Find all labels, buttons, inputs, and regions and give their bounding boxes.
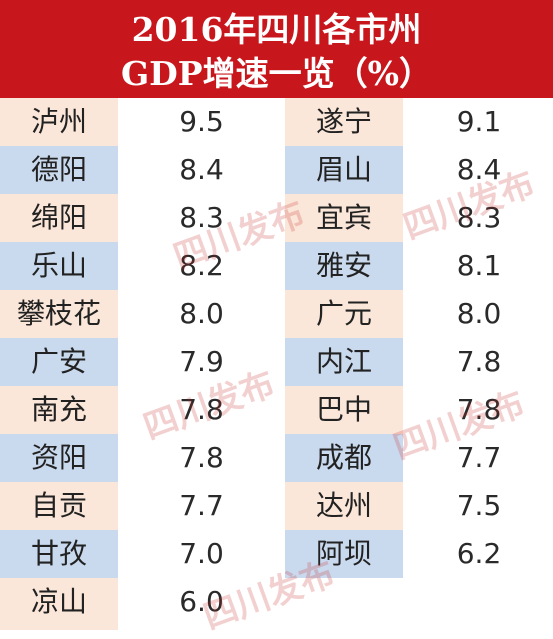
table-row: 自贡 7.7 达州 7.5 bbox=[0, 482, 553, 530]
growth-value: 8.2 bbox=[120, 242, 283, 290]
city-name: 广元 bbox=[285, 290, 403, 338]
growth-value: 7.0 bbox=[120, 530, 283, 578]
city-name: 凉山 bbox=[0, 578, 118, 630]
growth-value: 8.1 bbox=[405, 242, 553, 290]
city-name: 自贡 bbox=[0, 482, 118, 530]
city-name: 资阳 bbox=[0, 434, 118, 482]
table-row: 凉山 6.0 bbox=[0, 578, 553, 630]
page-subtitle: GDP增速一览（%） bbox=[121, 54, 432, 93]
growth-value-empty bbox=[405, 578, 553, 630]
table-row: 泸州 9.5 遂宁 9.1 bbox=[0, 98, 553, 146]
city-name-empty bbox=[285, 578, 403, 630]
city-name: 泸州 bbox=[0, 98, 118, 146]
table-row: 绵阳 8.3 宜宾 8.3 bbox=[0, 194, 553, 242]
growth-value: 8.4 bbox=[405, 146, 553, 194]
table-row: 南充 7.8 巴中 7.8 bbox=[0, 386, 553, 434]
city-name: 达州 bbox=[285, 482, 403, 530]
growth-value: 7.8 bbox=[120, 386, 283, 434]
growth-value: 7.7 bbox=[120, 482, 283, 530]
title-banner: 2016年四川各市州 GDP增速一览（%） bbox=[0, 0, 553, 98]
city-name: 遂宁 bbox=[285, 98, 403, 146]
gdp-growth-table: 泸州 9.5 遂宁 9.1 德阳 8.4 眉山 8.4 绵阳 8.3 宜宾 8.… bbox=[0, 98, 553, 638]
city-name: 广安 bbox=[0, 338, 118, 386]
growth-value: 8.3 bbox=[120, 194, 283, 242]
table-row: 攀枝花 8.0 广元 8.0 bbox=[0, 290, 553, 338]
growth-value: 9.1 bbox=[405, 98, 553, 146]
city-name: 甘孜 bbox=[0, 530, 118, 578]
city-name: 巴中 bbox=[285, 386, 403, 434]
growth-value: 7.8 bbox=[405, 338, 553, 386]
growth-value: 8.0 bbox=[405, 290, 553, 338]
city-name: 雅安 bbox=[285, 242, 403, 290]
growth-value: 8.4 bbox=[120, 146, 283, 194]
growth-value: 7.8 bbox=[120, 434, 283, 482]
growth-value: 7.5 bbox=[405, 482, 553, 530]
growth-value: 7.8 bbox=[405, 386, 553, 434]
table-row: 广安 7.9 内江 7.8 bbox=[0, 338, 553, 386]
city-name: 阿坝 bbox=[285, 530, 403, 578]
city-name: 眉山 bbox=[285, 146, 403, 194]
page-title: 2016年四川各市州 bbox=[131, 10, 422, 49]
city-name: 宜宾 bbox=[285, 194, 403, 242]
growth-value: 7.7 bbox=[405, 434, 553, 482]
table-row: 资阳 7.8 成都 7.7 bbox=[0, 434, 553, 482]
table-row: 甘孜 7.0 阿坝 6.2 bbox=[0, 530, 553, 578]
growth-value: 8.3 bbox=[405, 194, 553, 242]
city-name: 乐山 bbox=[0, 242, 118, 290]
table-row: 德阳 8.4 眉山 8.4 bbox=[0, 146, 553, 194]
city-name: 德阳 bbox=[0, 146, 118, 194]
growth-value: 6.2 bbox=[405, 530, 553, 578]
city-name: 绵阳 bbox=[0, 194, 118, 242]
growth-value: 6.0 bbox=[120, 578, 283, 630]
city-name: 南充 bbox=[0, 386, 118, 434]
growth-value: 9.5 bbox=[120, 98, 283, 146]
city-name: 成都 bbox=[285, 434, 403, 482]
growth-value: 7.9 bbox=[120, 338, 283, 386]
city-name: 攀枝花 bbox=[0, 290, 118, 338]
growth-value: 8.0 bbox=[120, 290, 283, 338]
city-name: 内江 bbox=[285, 338, 403, 386]
table-row: 乐山 8.2 雅安 8.1 bbox=[0, 242, 553, 290]
